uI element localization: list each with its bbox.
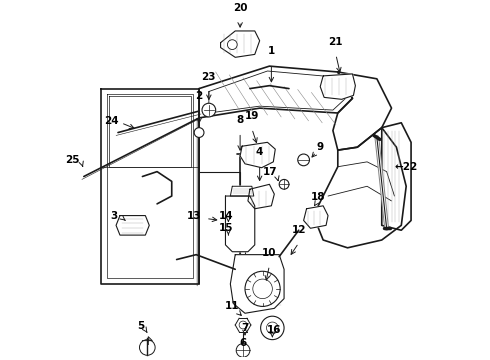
Polygon shape (101, 89, 199, 284)
Text: 25: 25 (65, 155, 79, 165)
Text: 9: 9 (317, 142, 323, 152)
Polygon shape (304, 206, 328, 228)
Text: 3: 3 (111, 211, 118, 221)
Text: 24: 24 (104, 116, 119, 126)
Circle shape (236, 343, 250, 357)
Polygon shape (109, 96, 191, 167)
Circle shape (298, 154, 310, 166)
Circle shape (279, 179, 289, 189)
Text: 13: 13 (187, 211, 201, 221)
Text: 2: 2 (196, 91, 203, 101)
Polygon shape (107, 94, 193, 278)
Text: 1: 1 (268, 46, 275, 57)
Circle shape (140, 339, 155, 355)
Circle shape (253, 279, 272, 298)
Text: 11: 11 (225, 301, 240, 311)
Polygon shape (116, 216, 149, 235)
Polygon shape (220, 31, 260, 57)
Polygon shape (199, 66, 352, 118)
Polygon shape (382, 123, 411, 230)
Text: 4: 4 (256, 147, 263, 157)
Circle shape (267, 322, 278, 334)
Polygon shape (314, 128, 406, 248)
Text: ←22: ←22 (394, 162, 417, 172)
Circle shape (261, 316, 284, 339)
Text: 16: 16 (267, 325, 282, 335)
Circle shape (202, 103, 216, 117)
Text: 17: 17 (263, 167, 277, 177)
Text: 10: 10 (262, 248, 277, 258)
Text: 12: 12 (292, 225, 306, 235)
Polygon shape (209, 71, 345, 113)
Circle shape (245, 271, 280, 306)
Text: 15: 15 (219, 223, 233, 233)
Text: 18: 18 (311, 192, 325, 202)
Text: 14: 14 (219, 211, 233, 221)
Polygon shape (240, 142, 275, 168)
Text: 8: 8 (237, 115, 244, 125)
Polygon shape (248, 184, 274, 209)
Polygon shape (333, 72, 392, 150)
Text: 5: 5 (137, 321, 144, 331)
Circle shape (194, 128, 204, 138)
Text: 21: 21 (329, 37, 343, 46)
Text: 7: 7 (241, 323, 249, 333)
Circle shape (227, 40, 237, 50)
Polygon shape (320, 74, 355, 99)
Text: 23: 23 (201, 72, 216, 82)
Polygon shape (230, 255, 284, 313)
Polygon shape (230, 186, 254, 196)
Circle shape (239, 321, 247, 329)
Polygon shape (225, 196, 255, 252)
Text: 6: 6 (240, 338, 246, 347)
Text: 19: 19 (245, 111, 259, 121)
Text: 20: 20 (233, 3, 247, 13)
